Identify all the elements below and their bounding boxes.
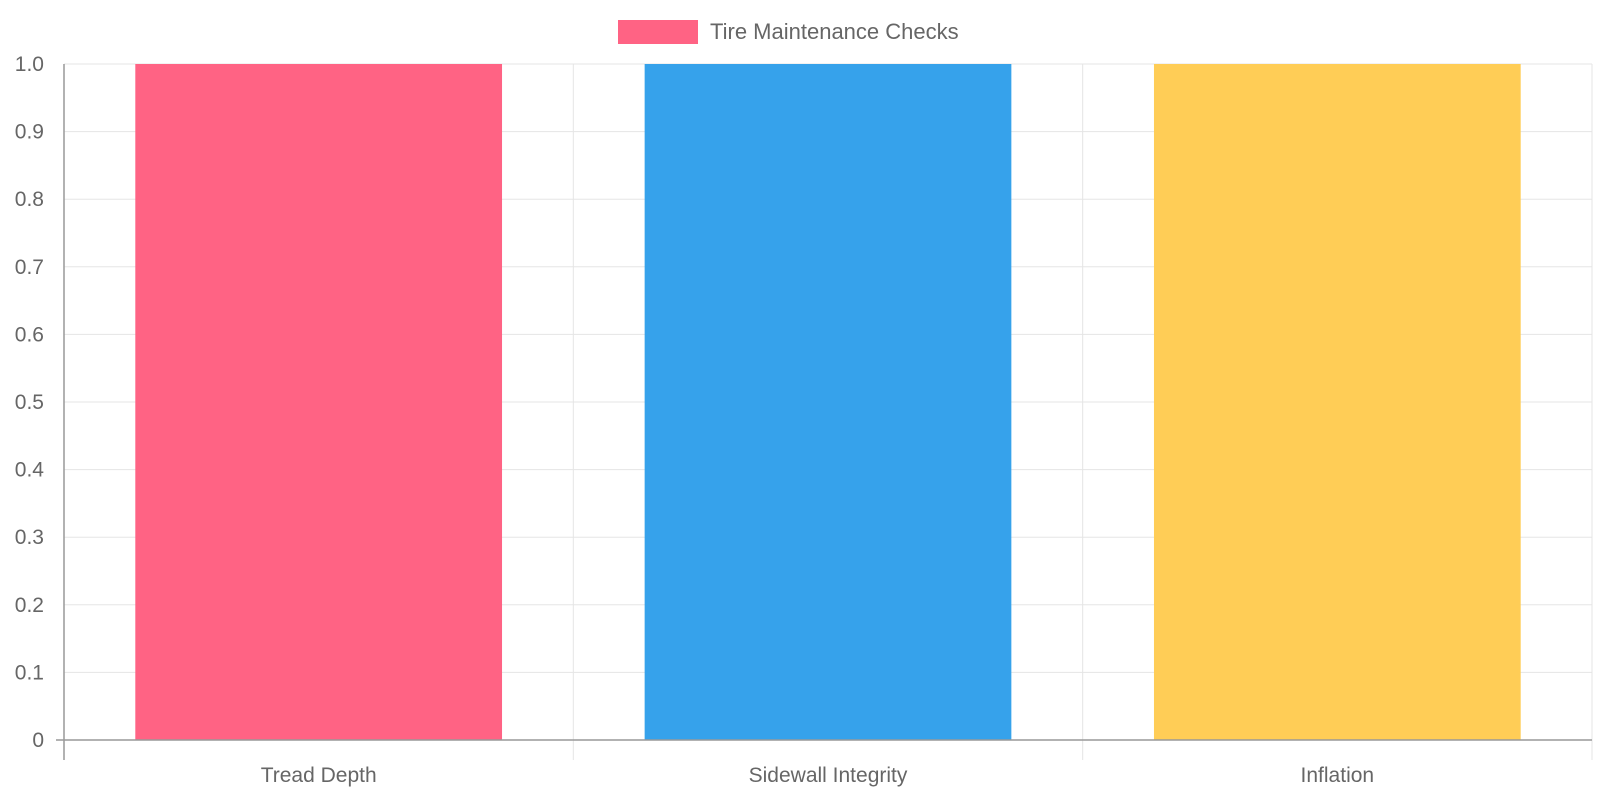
axes	[56, 64, 1592, 760]
y-tick-label: 0.7	[15, 256, 44, 279]
y-tick-label: 0.1	[15, 661, 44, 684]
y-tick-label: 0.2	[15, 594, 44, 617]
y-tick-label: 0.3	[15, 526, 44, 549]
x-tick-label: Inflation	[1301, 764, 1375, 787]
legend[interactable]: Tire Maintenance Checks	[618, 19, 959, 44]
bar-inflation[interactable]	[1153, 64, 1521, 740]
y-tick-label: 0.4	[15, 459, 45, 482]
x-axis-ticks: Tread Depth Sidewall Integrity Inflation	[261, 764, 1374, 787]
bar-sidewall-integrity[interactable]	[644, 64, 1012, 740]
y-tick-label: 0.6	[15, 323, 44, 346]
x-tick-label: Tread Depth	[261, 764, 377, 787]
legend-swatch[interactable]	[618, 20, 698, 44]
y-tick-label: 0	[32, 729, 44, 752]
y-axis-ticks: 0 0.1 0.2 0.3 0.4 0.5 0.6 0.7 0.8 0.9 1.0	[15, 53, 45, 752]
y-tick-label: 1.0	[15, 53, 44, 76]
bar-tread-depth[interactable]	[135, 64, 503, 740]
legend-label[interactable]: Tire Maintenance Checks	[710, 19, 959, 44]
x-tick-label: Sidewall Integrity	[749, 764, 908, 787]
bars	[135, 64, 1521, 740]
y-tick-label: 0.5	[15, 391, 44, 414]
y-tick-label: 0.9	[15, 121, 44, 144]
y-tick-label: 0.8	[15, 188, 44, 211]
